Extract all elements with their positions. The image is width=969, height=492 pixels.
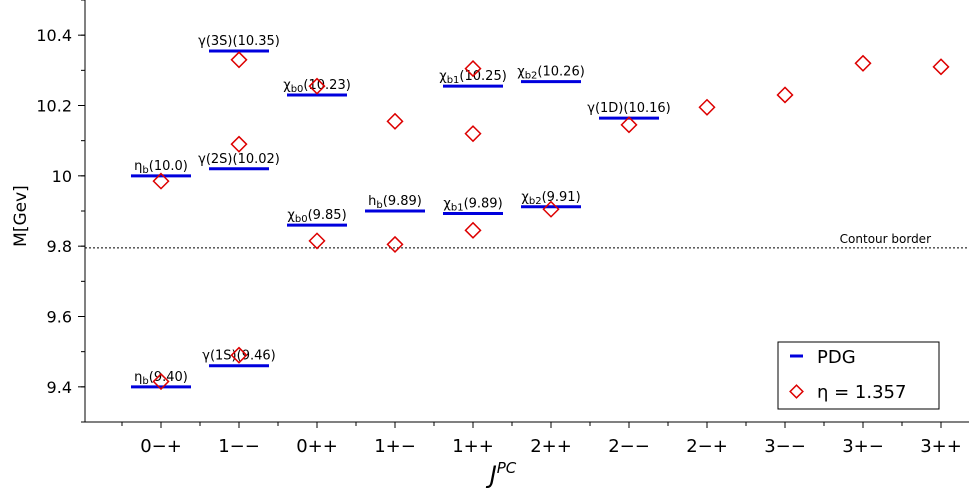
x-tick-label: 2−+ [686, 436, 728, 457]
x-tick-label: 3−− [764, 436, 806, 457]
pdg-state-label: hb(9.89) [368, 194, 422, 211]
x-axis-title-main: J [486, 461, 497, 489]
pdg-label-mass: (10.35) [233, 34, 280, 49]
x-axis-title-sup: PC [497, 459, 517, 477]
y-tick-label: 10.4 [36, 26, 72, 45]
pdg-label-sub: b [376, 200, 382, 211]
pdg-label-mass: (10.0) [149, 159, 188, 174]
y-tick-label: 9.4 [47, 378, 72, 397]
x-axis-ticks: 0−+ 1−− 0++ 1+− 1++ 2++ 2−− 2−+ 3−− 3+− 3++ [121, 422, 962, 457]
pdg-label-mass: (9.89) [383, 194, 422, 209]
y-tick-label: 10 [52, 167, 72, 186]
pdg-state-label: γ(2S)(10.02) [198, 152, 280, 167]
pdg-label-base: γ(1S) [202, 349, 236, 364]
legend-pdg-label: PDG [817, 347, 856, 368]
pdg-label-mass: (9.91) [542, 190, 581, 205]
pdg-label-sub: b1 [447, 75, 460, 86]
pdg-label-base: χ [443, 196, 451, 211]
legend-box [777, 341, 940, 410]
pdg-state-label: χb1(10.25) [439, 69, 507, 86]
pdg-state-label: ηb(9.40) [134, 370, 188, 387]
x-axis-title: JPC [486, 459, 517, 489]
pdg-state-label: χb1(9.89) [443, 196, 502, 213]
pdg-state-label: χb2(10.26) [517, 65, 585, 82]
pdg-label-mass: (10.02) [233, 152, 280, 167]
model-point [152, 172, 170, 190]
pdg-state-label: γ(1S)(9.46) [202, 349, 275, 364]
pdg-label-base: χ [283, 78, 291, 93]
pdg-label-base: η [134, 159, 142, 174]
x-tick-label: 0++ [296, 436, 338, 457]
pdg-label-sub: b2 [529, 196, 542, 207]
pdg-label-sub: b [142, 165, 148, 176]
model-point [464, 60, 482, 78]
contour-border: Contour border [85, 232, 969, 249]
model-point [464, 125, 482, 143]
pdg-label-mass: (9.89) [464, 196, 503, 211]
legend: PDG η = 1.357 [777, 341, 940, 410]
model-point [698, 98, 716, 116]
pdg-label-base: χ [521, 190, 529, 205]
pdg-state-label: χb0(10.23) [283, 78, 351, 95]
pdg-state-label: χb0(9.85) [287, 208, 346, 225]
pdg-label-sub: b [142, 376, 148, 387]
x-tick-label: 1−− [218, 436, 260, 457]
model-point [308, 232, 326, 250]
y-axis-title: M[Gev] [11, 185, 31, 247]
pdg-label-base: χ [439, 69, 447, 84]
model-point [620, 116, 638, 134]
pdg-label-mass: (9.85) [308, 208, 347, 223]
x-tick-label: 3++ [920, 436, 962, 457]
x-tick-label: 2−− [608, 436, 650, 457]
model-series [152, 51, 950, 391]
pdg-state-label: ηb(10.0) [134, 159, 188, 176]
pdg-label-base: η [134, 370, 142, 385]
pdg-state-label: χb2(9.91) [521, 190, 580, 207]
y-axis-ticks: 9.4 9.6 9.8 10 10.2 10.4 [36, 0, 85, 423]
model-point [386, 235, 404, 253]
model-point [932, 58, 950, 76]
pdg-label-mass: (10.25) [459, 69, 506, 84]
pdg-label-base: h [368, 194, 376, 209]
model-point [308, 77, 326, 95]
y-tick-label: 9.8 [47, 237, 72, 256]
pdg-label-mass: (10.26) [537, 65, 584, 80]
contour-border-label: Contour border [840, 232, 931, 246]
model-point [230, 135, 248, 153]
legend-model-marker [789, 384, 804, 399]
pdg-label-base: γ(2S) [198, 152, 232, 167]
x-tick-label: 0−+ [140, 436, 182, 457]
model-point [542, 200, 560, 218]
pdg-series: ηb(9.40)ηb(10.0)γ(1S)(9.46)γ(2S)(10.02)γ… [131, 34, 671, 389]
pdg-label-base: χ [287, 208, 295, 223]
model-point [854, 54, 872, 72]
pdg-label-base: γ(3S) [198, 34, 232, 49]
pdg-label-sub: b1 [451, 202, 464, 213]
pdg-label-mass: (9.40) [149, 370, 188, 385]
pdg-label-sub: b0 [291, 84, 304, 95]
model-point [152, 372, 170, 391]
pdg-state-label: γ(3S)(10.35) [198, 34, 280, 49]
model-point [386, 112, 404, 130]
y-tick-label: 10.2 [36, 97, 72, 116]
model-point [464, 221, 482, 239]
pdg-label-base: χ [517, 65, 525, 80]
x-tick-label: 1+− [374, 436, 416, 457]
x-tick-label: 1++ [452, 436, 494, 457]
x-tick-label: 2++ [530, 436, 572, 457]
y-tick-label: 9.6 [47, 308, 72, 327]
legend-model-label: η = 1.357 [817, 382, 906, 403]
model-point [230, 346, 248, 364]
pdg-label-sub: b0 [295, 214, 308, 225]
pdg-label-mass: (10.23) [303, 78, 350, 93]
pdg-label-sub: b2 [525, 71, 538, 82]
pdg-label-mass: (9.46) [237, 349, 276, 364]
pdg-label-base: γ(1D) [587, 101, 623, 116]
model-point [230, 51, 248, 69]
pdg-state-label: γ(1D)(10.16) [587, 101, 671, 116]
pdg-label-mass: (10.16) [623, 101, 670, 116]
x-tick-label: 3+− [842, 436, 884, 457]
model-point [776, 86, 794, 104]
